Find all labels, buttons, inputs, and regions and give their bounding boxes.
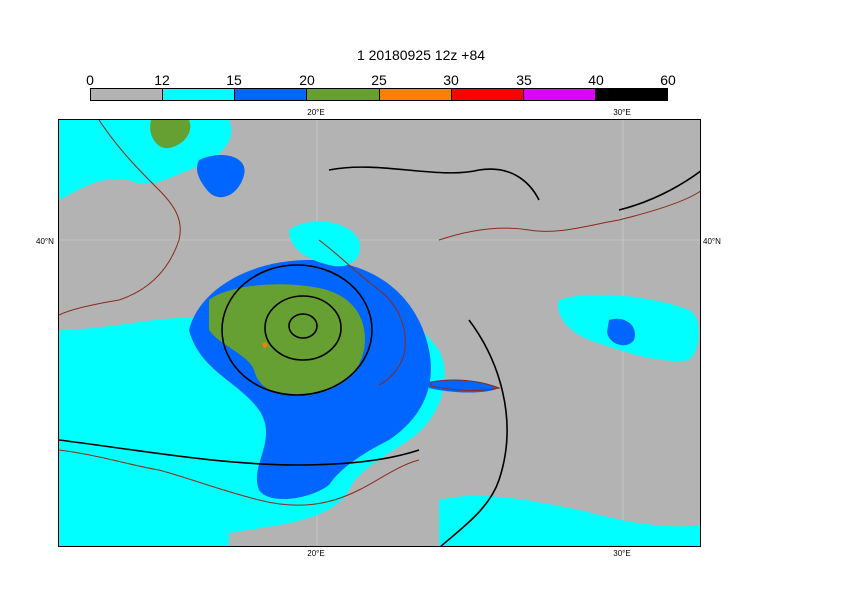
lon-label-bottom-20e: 20°E xyxy=(307,549,325,558)
lon-label-bottom-30e: 30°E xyxy=(613,549,631,558)
coastline-south-africa xyxy=(59,449,420,506)
map-svg xyxy=(59,120,700,546)
colorbar-seg-5 xyxy=(451,89,524,100)
pressure-contour-inner xyxy=(288,313,318,339)
wind-band-green-northwest xyxy=(150,120,191,149)
colorbar-seg-4 xyxy=(379,89,452,100)
legend-tick-0: 0 xyxy=(86,72,94,88)
wind-band-blue-east xyxy=(607,318,635,346)
pressure-contour-mid xyxy=(264,295,342,361)
coastline-italy xyxy=(59,120,181,316)
wind-band-blue-crete xyxy=(429,380,499,393)
pressure-contour-outer xyxy=(221,264,373,396)
map-panel xyxy=(58,119,701,547)
wind-band-cyan-northwest xyxy=(59,120,232,200)
legend-tick-7: 40 xyxy=(588,72,604,88)
legend-tick-5: 30 xyxy=(443,72,459,88)
lon-label-top-20e: 20°E xyxy=(307,108,325,117)
legend-tick-2: 15 xyxy=(226,72,242,88)
wind-band-orange-spot xyxy=(262,342,268,348)
wind-band-cyan-southwest xyxy=(59,420,229,546)
coastline-turkey xyxy=(438,190,700,241)
pressure-contour-east xyxy=(440,319,508,546)
colorbar-seg-1 xyxy=(163,89,236,100)
colorbar-seg-6 xyxy=(523,89,596,100)
chart-title: 1 20180925 12z +84 xyxy=(356,47,486,63)
pressure-contour-northeast xyxy=(618,170,700,211)
lat-label-right-40n: 40°N xyxy=(703,237,721,246)
colorbar-seg-3 xyxy=(307,89,380,100)
legend-tick-1: 12 xyxy=(154,72,170,88)
colorbar xyxy=(90,88,668,101)
legend-tick-6: 35 xyxy=(516,72,532,88)
legend-tick-4: 25 xyxy=(371,72,387,88)
lon-label-top-30e: 30°E xyxy=(613,108,631,117)
wind-band-cyan-southeast xyxy=(439,495,700,546)
coastline-greece xyxy=(318,239,406,386)
wind-band-green-core xyxy=(209,284,365,396)
lat-label-left-40n: 40°N xyxy=(36,237,54,246)
legend-tick-3: 20 xyxy=(299,72,315,88)
colorbar-seg-2 xyxy=(235,89,308,100)
wind-band-blue-italy xyxy=(196,155,245,198)
coastline-crete xyxy=(430,379,501,391)
pressure-contour-north xyxy=(328,166,540,201)
legend-tick-8: 60 xyxy=(660,72,676,88)
pressure-contour-south xyxy=(59,439,420,466)
colorbar-seg-0 xyxy=(91,89,164,100)
colorbar-seg-7 xyxy=(595,89,667,100)
